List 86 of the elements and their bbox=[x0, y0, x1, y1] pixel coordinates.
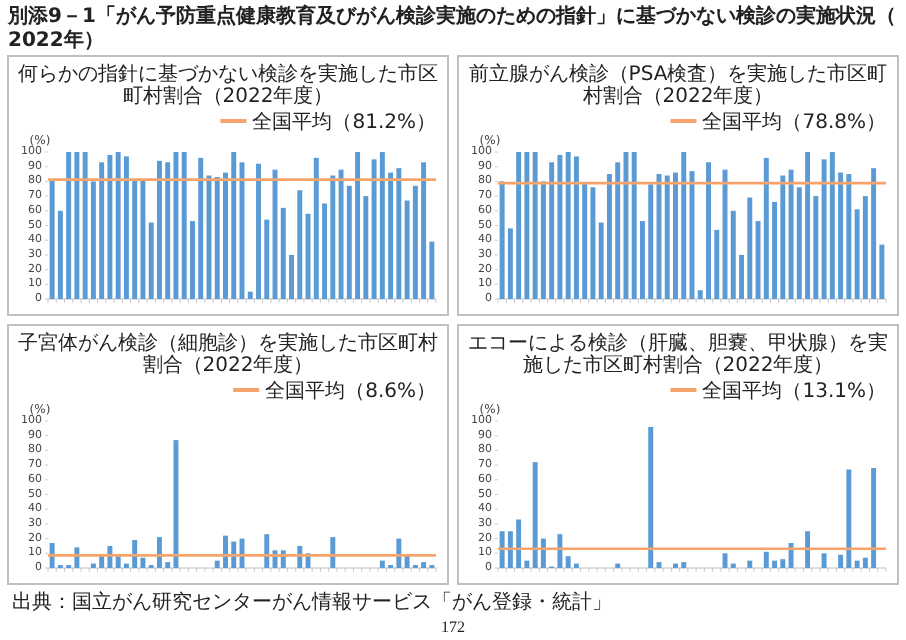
chart-title: エコーによる検診（肝臓、胆嚢、甲状腺）を実施した市区町村割合（2022年度） bbox=[468, 331, 888, 377]
bar bbox=[499, 181, 505, 299]
bar bbox=[846, 469, 852, 568]
bar bbox=[854, 560, 860, 568]
bar bbox=[156, 537, 162, 568]
bar bbox=[648, 426, 654, 568]
bar bbox=[780, 559, 786, 568]
bar bbox=[115, 152, 121, 299]
bar bbox=[648, 184, 654, 299]
source-note: 出典：国立がん研究センターがん情報サービス「がん登録・統計」 bbox=[12, 590, 612, 614]
bar bbox=[223, 535, 228, 568]
legend-label: 全国平均（78.8%） bbox=[702, 110, 886, 134]
bar bbox=[214, 176, 220, 299]
bar bbox=[532, 152, 538, 299]
chart-title: 前立腺がん検診（PSA検査）を実施した市区町村割合（2022年度） bbox=[468, 62, 888, 108]
bar bbox=[573, 156, 579, 299]
bar bbox=[516, 152, 522, 299]
bar bbox=[871, 168, 877, 299]
bar bbox=[747, 197, 753, 299]
bar bbox=[499, 531, 505, 568]
bar bbox=[557, 154, 563, 299]
bar bbox=[107, 154, 113, 299]
legend-label: 全国平均（13.1%） bbox=[702, 379, 886, 403]
bar bbox=[313, 157, 319, 299]
bar bbox=[780, 175, 786, 299]
bar bbox=[763, 157, 769, 299]
bar bbox=[256, 163, 261, 299]
bar bbox=[173, 440, 179, 568]
bar bbox=[355, 152, 361, 299]
bar bbox=[623, 152, 629, 299]
bar bbox=[379, 152, 385, 299]
bar bbox=[524, 152, 530, 299]
bar bbox=[231, 152, 237, 299]
bar bbox=[115, 556, 121, 568]
bar bbox=[198, 157, 204, 299]
bar bbox=[805, 531, 811, 568]
bar bbox=[821, 159, 827, 299]
bar bbox=[871, 468, 877, 568]
text: 別添9－1「がん予防重点健康教育及びがん検診実施のための指針」に基づかない検診の実施状況（2022年） bbox=[6, 4, 896, 52]
bar bbox=[338, 169, 344, 299]
bar bbox=[772, 560, 778, 568]
bar bbox=[681, 152, 687, 299]
bar bbox=[330, 537, 336, 568]
bar bbox=[664, 175, 670, 299]
bar bbox=[49, 179, 55, 299]
bar bbox=[74, 152, 80, 299]
bar bbox=[532, 462, 538, 568]
bar bbox=[330, 175, 336, 299]
bar bbox=[681, 562, 687, 568]
chart-title: 何らかの指針に基づかない検診を実施した市区町村割合（2022年度） bbox=[18, 62, 438, 108]
bar bbox=[846, 174, 852, 299]
bar bbox=[829, 152, 835, 299]
bar bbox=[549, 162, 555, 299]
bar bbox=[557, 534, 563, 568]
bar bbox=[730, 210, 736, 299]
bar bbox=[805, 152, 811, 299]
bar bbox=[181, 152, 187, 299]
bar bbox=[66, 152, 72, 299]
bar bbox=[747, 560, 753, 568]
bar bbox=[173, 152, 179, 299]
bar bbox=[371, 159, 377, 299]
bar bbox=[590, 187, 596, 299]
bar bbox=[123, 156, 129, 299]
legend-label: 全国平均（8.6%） bbox=[265, 379, 436, 403]
bar bbox=[706, 162, 711, 299]
bar bbox=[565, 152, 571, 299]
chart-title: 子宮体がん検診（細胞診）を実施した市区町村割合（2022年度） bbox=[18, 331, 438, 377]
bar bbox=[82, 152, 88, 299]
bar bbox=[421, 562, 427, 568]
bar bbox=[280, 207, 286, 299]
bar bbox=[631, 152, 637, 299]
bar bbox=[516, 519, 522, 568]
bar bbox=[379, 560, 385, 568]
bar bbox=[396, 168, 402, 299]
bar bbox=[565, 556, 571, 568]
text: 172 bbox=[441, 618, 465, 636]
legend-label: 全国平均（81.2%） bbox=[252, 110, 436, 134]
bar bbox=[821, 553, 827, 568]
bar bbox=[788, 169, 794, 299]
bar bbox=[140, 179, 146, 299]
bar bbox=[297, 190, 303, 299]
bar bbox=[99, 162, 105, 299]
bar bbox=[421, 162, 427, 299]
bar bbox=[264, 534, 270, 568]
bar bbox=[763, 551, 769, 568]
bar bbox=[156, 160, 162, 299]
